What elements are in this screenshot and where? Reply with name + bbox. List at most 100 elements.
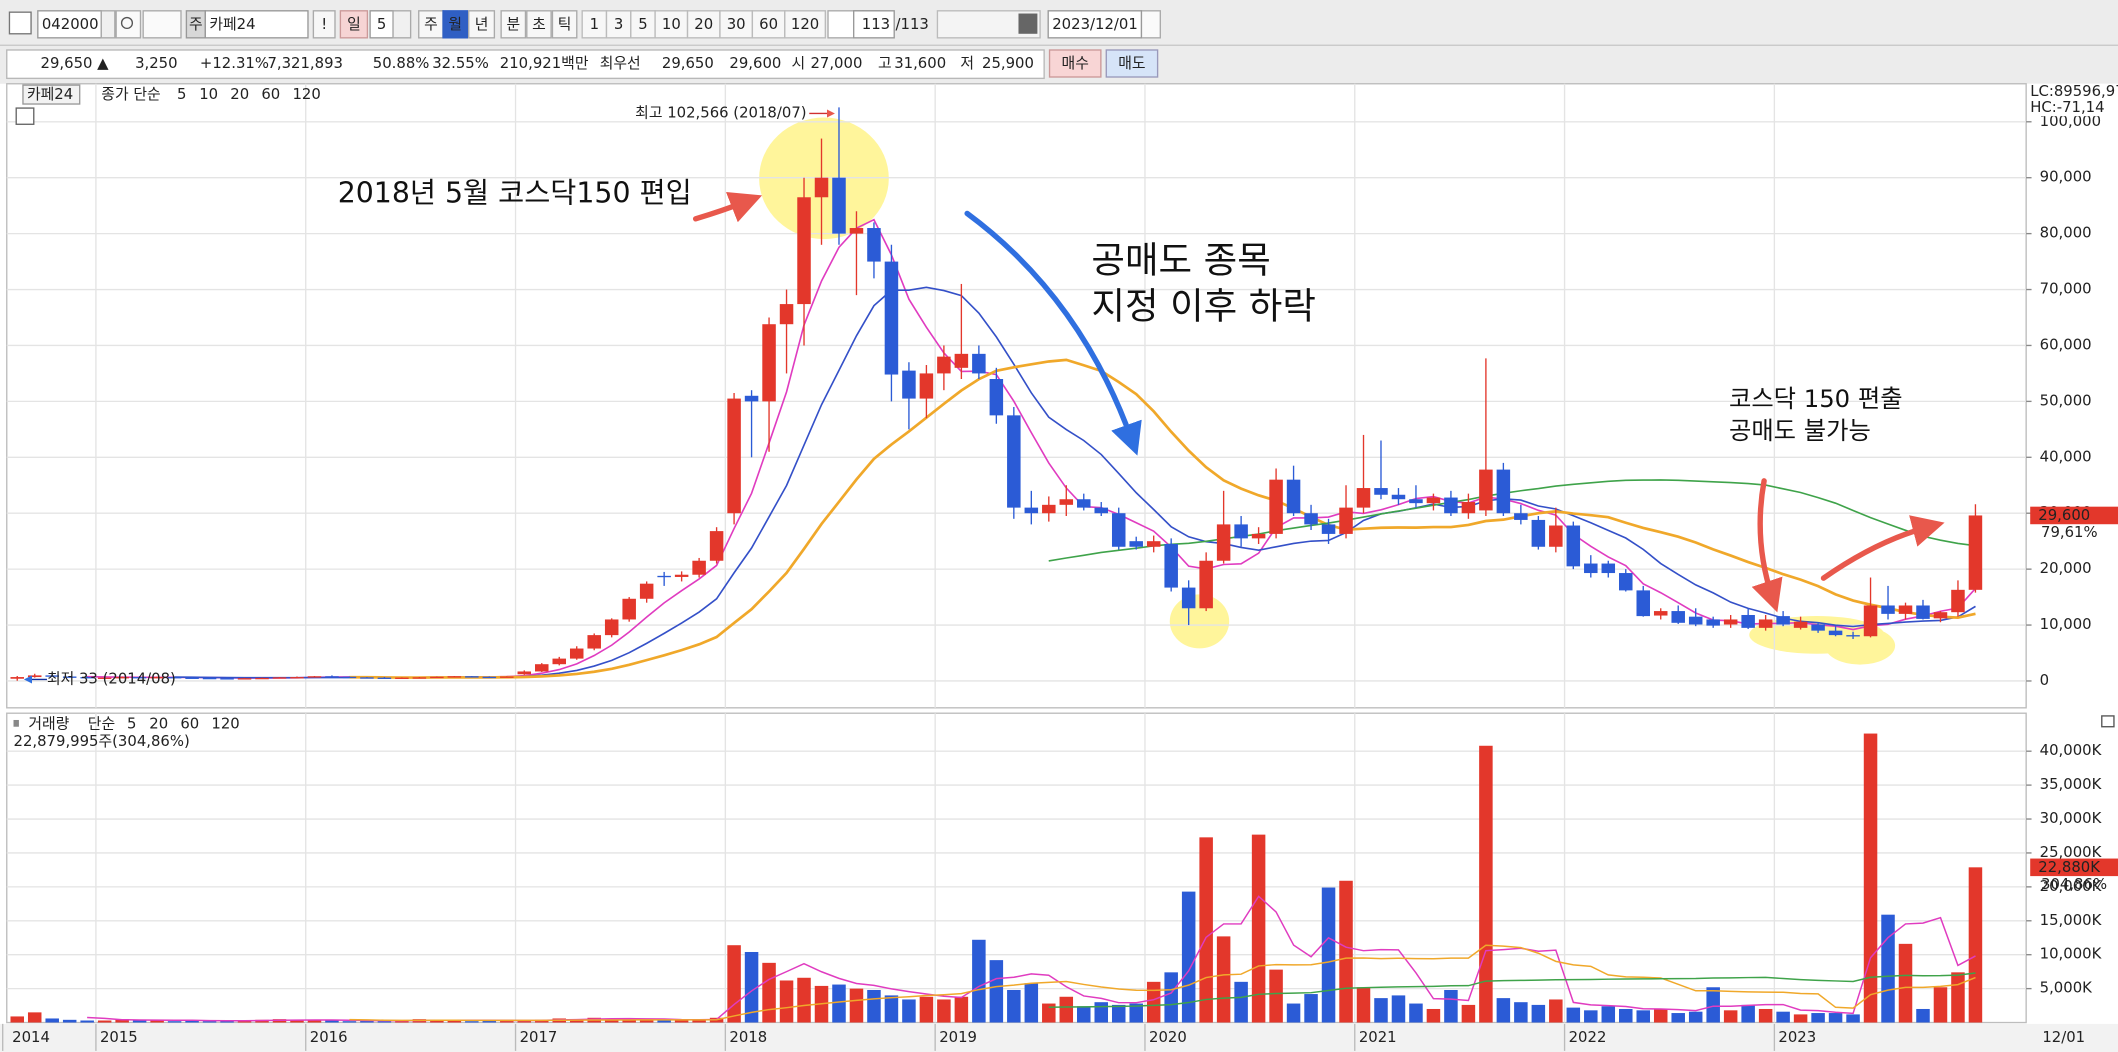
candle-body — [1898, 605, 1913, 614]
candle-body — [1461, 502, 1476, 514]
toolbar-label: 113 — [862, 15, 890, 33]
sound-button[interactable] — [142, 10, 182, 39]
legend-entry[interactable]: 60 — [180, 715, 199, 733]
layout-icon[interactable] — [8, 11, 32, 35]
candle-body — [447, 676, 462, 678]
candle-body — [150, 677, 164, 679]
candle-body — [1042, 504, 1056, 514]
toolbar-button[interactable] — [719, 10, 754, 39]
candle-body — [657, 575, 671, 578]
legend-entry[interactable]: 20 — [149, 715, 168, 733]
candle-body — [1496, 469, 1511, 514]
candle-body — [1339, 507, 1353, 534]
volume-bar — [1269, 969, 1283, 1023]
toolbar-button[interactable] — [581, 10, 608, 39]
dropdown[interactable] — [392, 10, 412, 39]
legend-entry[interactable]: 20 — [230, 85, 249, 103]
volume-bar — [1811, 1013, 1825, 1023]
candle-body — [1584, 563, 1598, 574]
toolbar-label: 1 — [590, 15, 599, 33]
toolbar-button[interactable] — [339, 10, 369, 39]
legend-entry[interactable]: 5 — [127, 715, 136, 733]
toolbar-button[interactable] — [312, 10, 336, 39]
volume-bar — [727, 945, 741, 1023]
note-text: 코스닥 150 편출 — [1729, 384, 1903, 413]
candle-body — [395, 677, 409, 679]
toolbar-button[interactable] — [468, 10, 496, 39]
dropdown[interactable] — [100, 10, 116, 39]
candle-body — [220, 678, 234, 680]
note-arrow — [1820, 515, 1945, 581]
legend-entry[interactable]: 120 — [211, 715, 239, 733]
volume-bar — [150, 1020, 164, 1023]
quote-volume: 7,321,893 — [267, 54, 343, 72]
quote-price: 29,650 ▲ — [41, 54, 110, 72]
candle-body — [587, 635, 601, 649]
legend-entry[interactable]: 60 — [261, 85, 280, 103]
volume-chart: 5,000K 10,000K 15,000K 20,000K 25,000K 30,000… — [6, 715, 2118, 1023]
toolbar-label: 3 — [614, 15, 623, 33]
buy-button[interactable] — [1048, 49, 1102, 78]
calendar-button[interactable] — [1140, 10, 1161, 39]
grid-icon[interactable] — [15, 107, 35, 125]
volume-bar — [1706, 987, 1720, 1023]
toolbar-button[interactable] — [784, 10, 826, 39]
toolbar-button[interactable] — [853, 10, 895, 39]
toolbar-button[interactable] — [605, 10, 632, 39]
search-button[interactable] — [115, 10, 142, 39]
volume-bar — [1514, 1002, 1528, 1023]
candle-body — [1671, 611, 1685, 623]
candle-body — [867, 228, 881, 262]
volume-bar — [465, 1021, 479, 1023]
volume-bar — [1286, 1003, 1301, 1023]
toolbar-button[interactable] — [418, 10, 444, 39]
volume-bar — [1671, 1013, 1685, 1023]
toolbar-button[interactable] — [500, 10, 527, 39]
candle-body — [360, 677, 374, 679]
candle-body — [692, 560, 706, 575]
legend-entry[interactable]: 120 — [292, 85, 320, 103]
candle-body — [622, 598, 636, 620]
volume-bar — [902, 999, 916, 1023]
quote-open-label: 시 — [792, 54, 806, 72]
sell-button[interactable] — [1105, 49, 1159, 78]
toolbar-button[interactable] — [630, 10, 656, 39]
legend-marker — [13, 719, 19, 727]
candle-body — [1619, 573, 1633, 591]
volume-bar — [1129, 1003, 1143, 1023]
toolbar-button[interactable] — [551, 10, 578, 39]
volume-bar — [1933, 987, 1948, 1023]
x-tick-label: 2015 — [100, 1028, 138, 1046]
candle-body — [1723, 619, 1738, 625]
settings-icon[interactable] — [1018, 13, 1038, 34]
panel-button[interactable] — [2101, 715, 2115, 728]
quote-rate: +12.31% — [200, 54, 269, 72]
toolbar-button[interactable] — [442, 10, 469, 39]
note-arrow — [692, 192, 763, 223]
candle-body — [1881, 605, 1895, 614]
legend-entry[interactable]: 5 — [177, 85, 186, 103]
candle-body — [674, 574, 689, 577]
candle-body — [517, 671, 532, 675]
candle-body — [45, 675, 59, 677]
toolbar-button[interactable] — [686, 10, 721, 39]
candle-body — [1793, 621, 1808, 628]
buy-label: 매수 — [1062, 54, 1089, 72]
plot-area — [10, 733, 1983, 1023]
candle-body — [1828, 630, 1843, 636]
toolbar-button[interactable] — [526, 10, 552, 39]
volume-bar — [1374, 998, 1388, 1023]
toolbar-button[interactable] — [204, 10, 309, 39]
legend-entry[interactable]: 10 — [199, 85, 218, 103]
candle-body — [1024, 507, 1039, 514]
volume-bar — [517, 1020, 532, 1023]
volume-bar — [500, 1019, 514, 1023]
y-tick-label: 90,000 — [2040, 168, 2092, 186]
candle-body — [849, 228, 864, 234]
toolbar-button[interactable] — [654, 10, 689, 39]
y-tick-label: 10,000 — [2040, 615, 2092, 633]
toolbar-button[interactable] — [1047, 10, 1143, 39]
toolbar-button[interactable] — [751, 10, 786, 39]
quote-low: 25,900 — [982, 54, 1034, 72]
right-label-bg — [2027, 83, 2118, 117]
